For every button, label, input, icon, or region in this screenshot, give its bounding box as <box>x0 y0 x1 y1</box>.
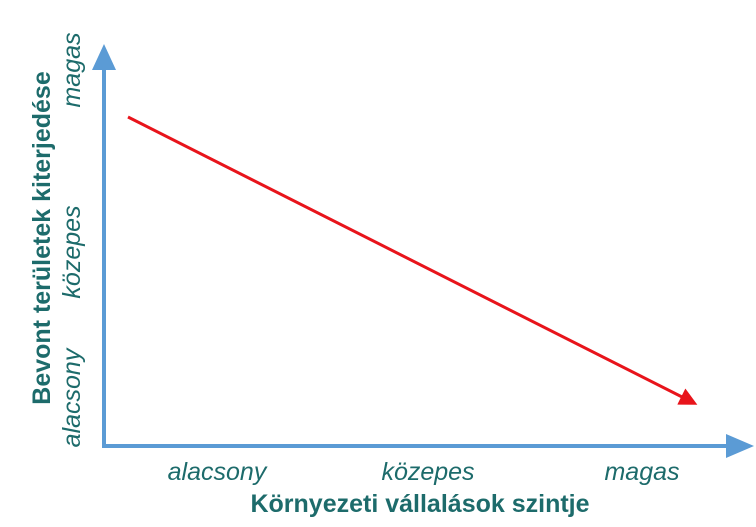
x-label: közepes <box>381 458 474 486</box>
y-label: alacsony <box>58 347 86 447</box>
y-label: magas <box>58 32 86 107</box>
x-label: magas <box>604 458 679 486</box>
x-axis-arrowhead <box>726 434 754 458</box>
x-label: alacsony <box>168 458 268 486</box>
y-axis-title: Bevont területek kiterjedése <box>28 71 56 405</box>
y-axis-arrowhead <box>92 44 116 70</box>
y-label: közepes <box>58 205 86 298</box>
trend-arrow <box>127 115 698 405</box>
x-axis-title: Környezeti vállalások szintje <box>250 490 589 518</box>
